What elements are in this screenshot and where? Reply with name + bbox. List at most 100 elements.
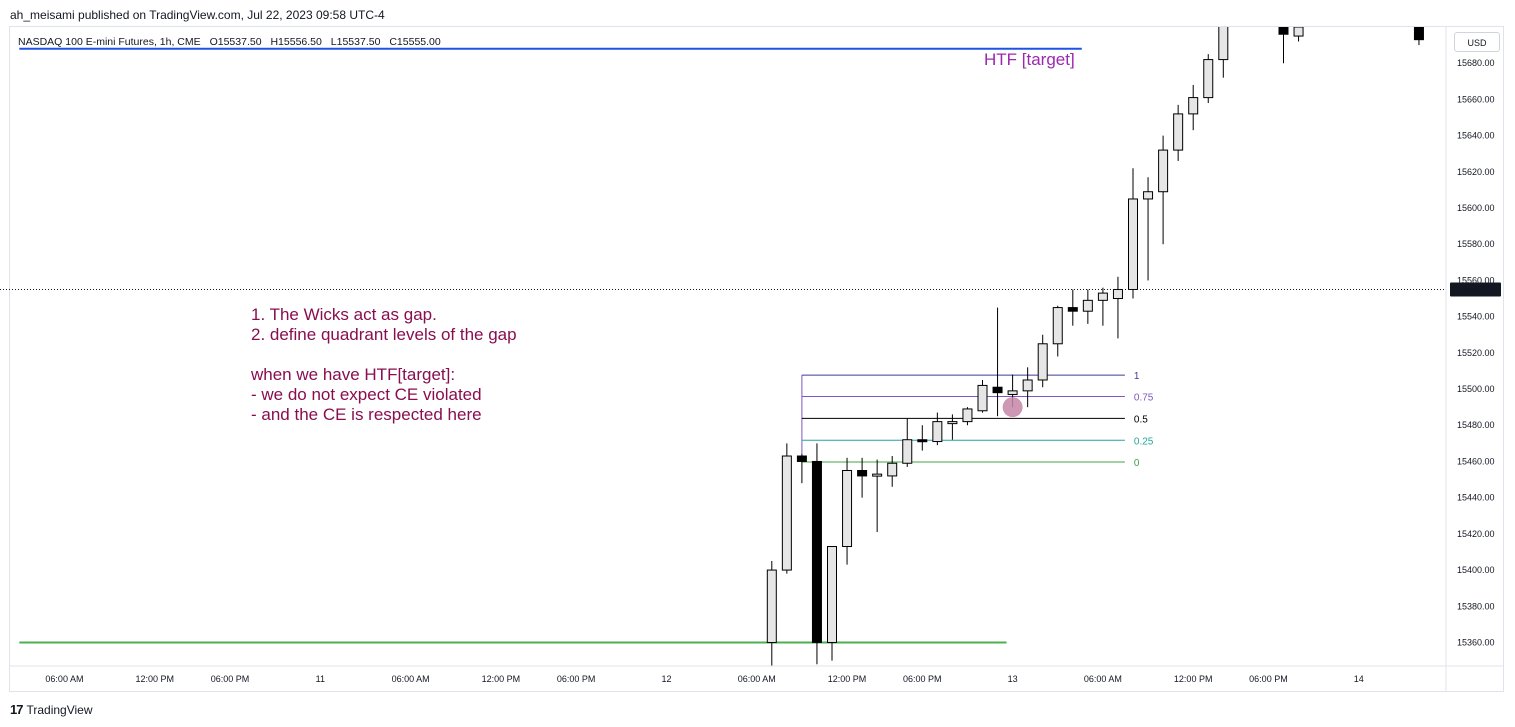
y-tick-label: 15520.00 bbox=[1457, 348, 1495, 358]
y-tick-label: 15580.00 bbox=[1457, 239, 1495, 249]
x-tick-label: 06:00 PM bbox=[903, 674, 942, 684]
candle-body bbox=[1082, 299, 1093, 312]
legend-low: L15537.50 bbox=[330, 36, 381, 48]
y-tick-label: 15500.00 bbox=[1457, 384, 1495, 394]
x-tick-label: 14 bbox=[1354, 674, 1364, 684]
y-tick-label: 15660.00 bbox=[1457, 94, 1495, 104]
y-tick-label: 15540.00 bbox=[1457, 312, 1495, 322]
x-tick-label: 06:00 AM bbox=[392, 674, 430, 684]
candle-body bbox=[781, 455, 792, 571]
candle bbox=[1158, 135, 1169, 245]
x-tick-label: 12:00 PM bbox=[135, 674, 174, 684]
footer-brand-text: TradingView bbox=[26, 702, 93, 717]
candle-body bbox=[1413, 27, 1424, 41]
y-tick-label: 15460.00 bbox=[1457, 456, 1495, 466]
candle bbox=[1278, 27, 1289, 64]
candle-body bbox=[1188, 97, 1199, 115]
candle-body bbox=[1007, 390, 1018, 395]
candle-body bbox=[1158, 149, 1169, 193]
candle-body bbox=[766, 569, 777, 643]
candle bbox=[1052, 305, 1063, 357]
last-price-label: 15555.00 bbox=[1455, 284, 1493, 294]
candle bbox=[1293, 27, 1304, 42]
candle-body bbox=[1173, 113, 1184, 151]
candle bbox=[1082, 289, 1093, 324]
candle bbox=[827, 546, 837, 661]
candle-body bbox=[1037, 343, 1048, 381]
candle bbox=[887, 456, 898, 487]
candle bbox=[857, 457, 868, 498]
candle-body bbox=[947, 421, 958, 425]
candle bbox=[766, 561, 777, 666]
x-tick-label: 12:00 PM bbox=[828, 674, 867, 684]
candle bbox=[796, 454, 807, 484]
y-tick-label: 15640.00 bbox=[1457, 131, 1495, 141]
candle-body bbox=[811, 460, 822, 643]
x-tick-label: 13 bbox=[1008, 674, 1018, 684]
candle bbox=[1413, 27, 1424, 46]
y-tick-label: 15480.00 bbox=[1457, 420, 1495, 430]
candle bbox=[902, 418, 913, 467]
candle bbox=[947, 414, 958, 440]
chart-frame bbox=[9, 26, 1504, 692]
x-tick-label: 06:00 AM bbox=[738, 674, 776, 684]
candle-body bbox=[1067, 307, 1078, 312]
candle bbox=[1188, 84, 1199, 131]
candle bbox=[917, 425, 928, 451]
y-tick-label: 15420.00 bbox=[1457, 529, 1495, 539]
ohlc-legend: NASDAQ 100 E-mini Futures, 1h, CME O1553… bbox=[18, 36, 447, 48]
candle-body bbox=[1143, 191, 1154, 200]
fib-level-label: 0.5 bbox=[1134, 414, 1148, 425]
candle bbox=[872, 459, 883, 533]
y-tick-label: 15680.00 bbox=[1457, 58, 1495, 68]
y-tick-label: 15560.00 bbox=[1457, 275, 1495, 285]
y-tick-label: 15400.00 bbox=[1457, 565, 1495, 575]
legend-close: C15555.00 bbox=[389, 36, 441, 48]
candle bbox=[811, 443, 822, 665]
candle bbox=[977, 379, 988, 413]
candle-body bbox=[992, 386, 1003, 394]
x-tick-label: 06:00 AM bbox=[1084, 674, 1122, 684]
candle bbox=[1112, 276, 1123, 339]
annotation-text: 1. The Wicks act as gap. 2. define quadr… bbox=[251, 305, 517, 424]
x-tick-label: 12:00 PM bbox=[482, 674, 521, 684]
x-tick-label: 12:00 PM bbox=[1174, 674, 1213, 684]
candle-body bbox=[1203, 59, 1214, 99]
last-price-badge bbox=[1450, 282, 1501, 297]
candle-body bbox=[1128, 198, 1138, 290]
candle-body bbox=[827, 546, 837, 643]
candle bbox=[932, 412, 943, 446]
candle bbox=[1173, 104, 1184, 161]
fib-level-label: 0 bbox=[1134, 458, 1140, 469]
legend-high: H15556.50 bbox=[270, 36, 322, 48]
candle bbox=[1218, 27, 1229, 78]
candle bbox=[1037, 334, 1048, 388]
candle-body bbox=[1278, 27, 1289, 35]
x-tick-label: 06:00 PM bbox=[557, 674, 596, 684]
y-tick-label: 15600.00 bbox=[1457, 203, 1495, 213]
htf-target-label: HTF [target] bbox=[984, 50, 1075, 69]
candle bbox=[962, 407, 973, 426]
legend-symbol: NASDAQ 100 E-mini Futures, 1h, CME bbox=[18, 36, 201, 48]
fib-level-label: 1 bbox=[1134, 371, 1140, 382]
plot-area bbox=[19, 27, 1424, 666]
tradingview-logo-icon: 17 bbox=[10, 702, 24, 717]
footer-brand[interactable]: 17 TradingView bbox=[10, 702, 93, 717]
candle bbox=[842, 457, 853, 565]
fib-level-label: 0.75 bbox=[1134, 392, 1154, 403]
candle bbox=[781, 443, 792, 574]
candle-body bbox=[842, 469, 853, 548]
x-tick-label: 06:00 AM bbox=[45, 674, 83, 684]
ce-touch-circle bbox=[1002, 397, 1023, 418]
y-tick-label: 15440.00 bbox=[1457, 493, 1495, 503]
x-tick-label: 12 bbox=[661, 674, 671, 684]
publish-header: ah_meisami published on TradingView.com,… bbox=[10, 8, 385, 22]
candle bbox=[1097, 287, 1108, 326]
candle-body bbox=[932, 421, 943, 443]
candle bbox=[1143, 177, 1154, 281]
candle-body bbox=[796, 455, 807, 462]
candle-body bbox=[1112, 288, 1123, 300]
legend-open: O15537.50 bbox=[209, 36, 262, 48]
currency-button[interactable]: USD bbox=[1454, 32, 1500, 52]
